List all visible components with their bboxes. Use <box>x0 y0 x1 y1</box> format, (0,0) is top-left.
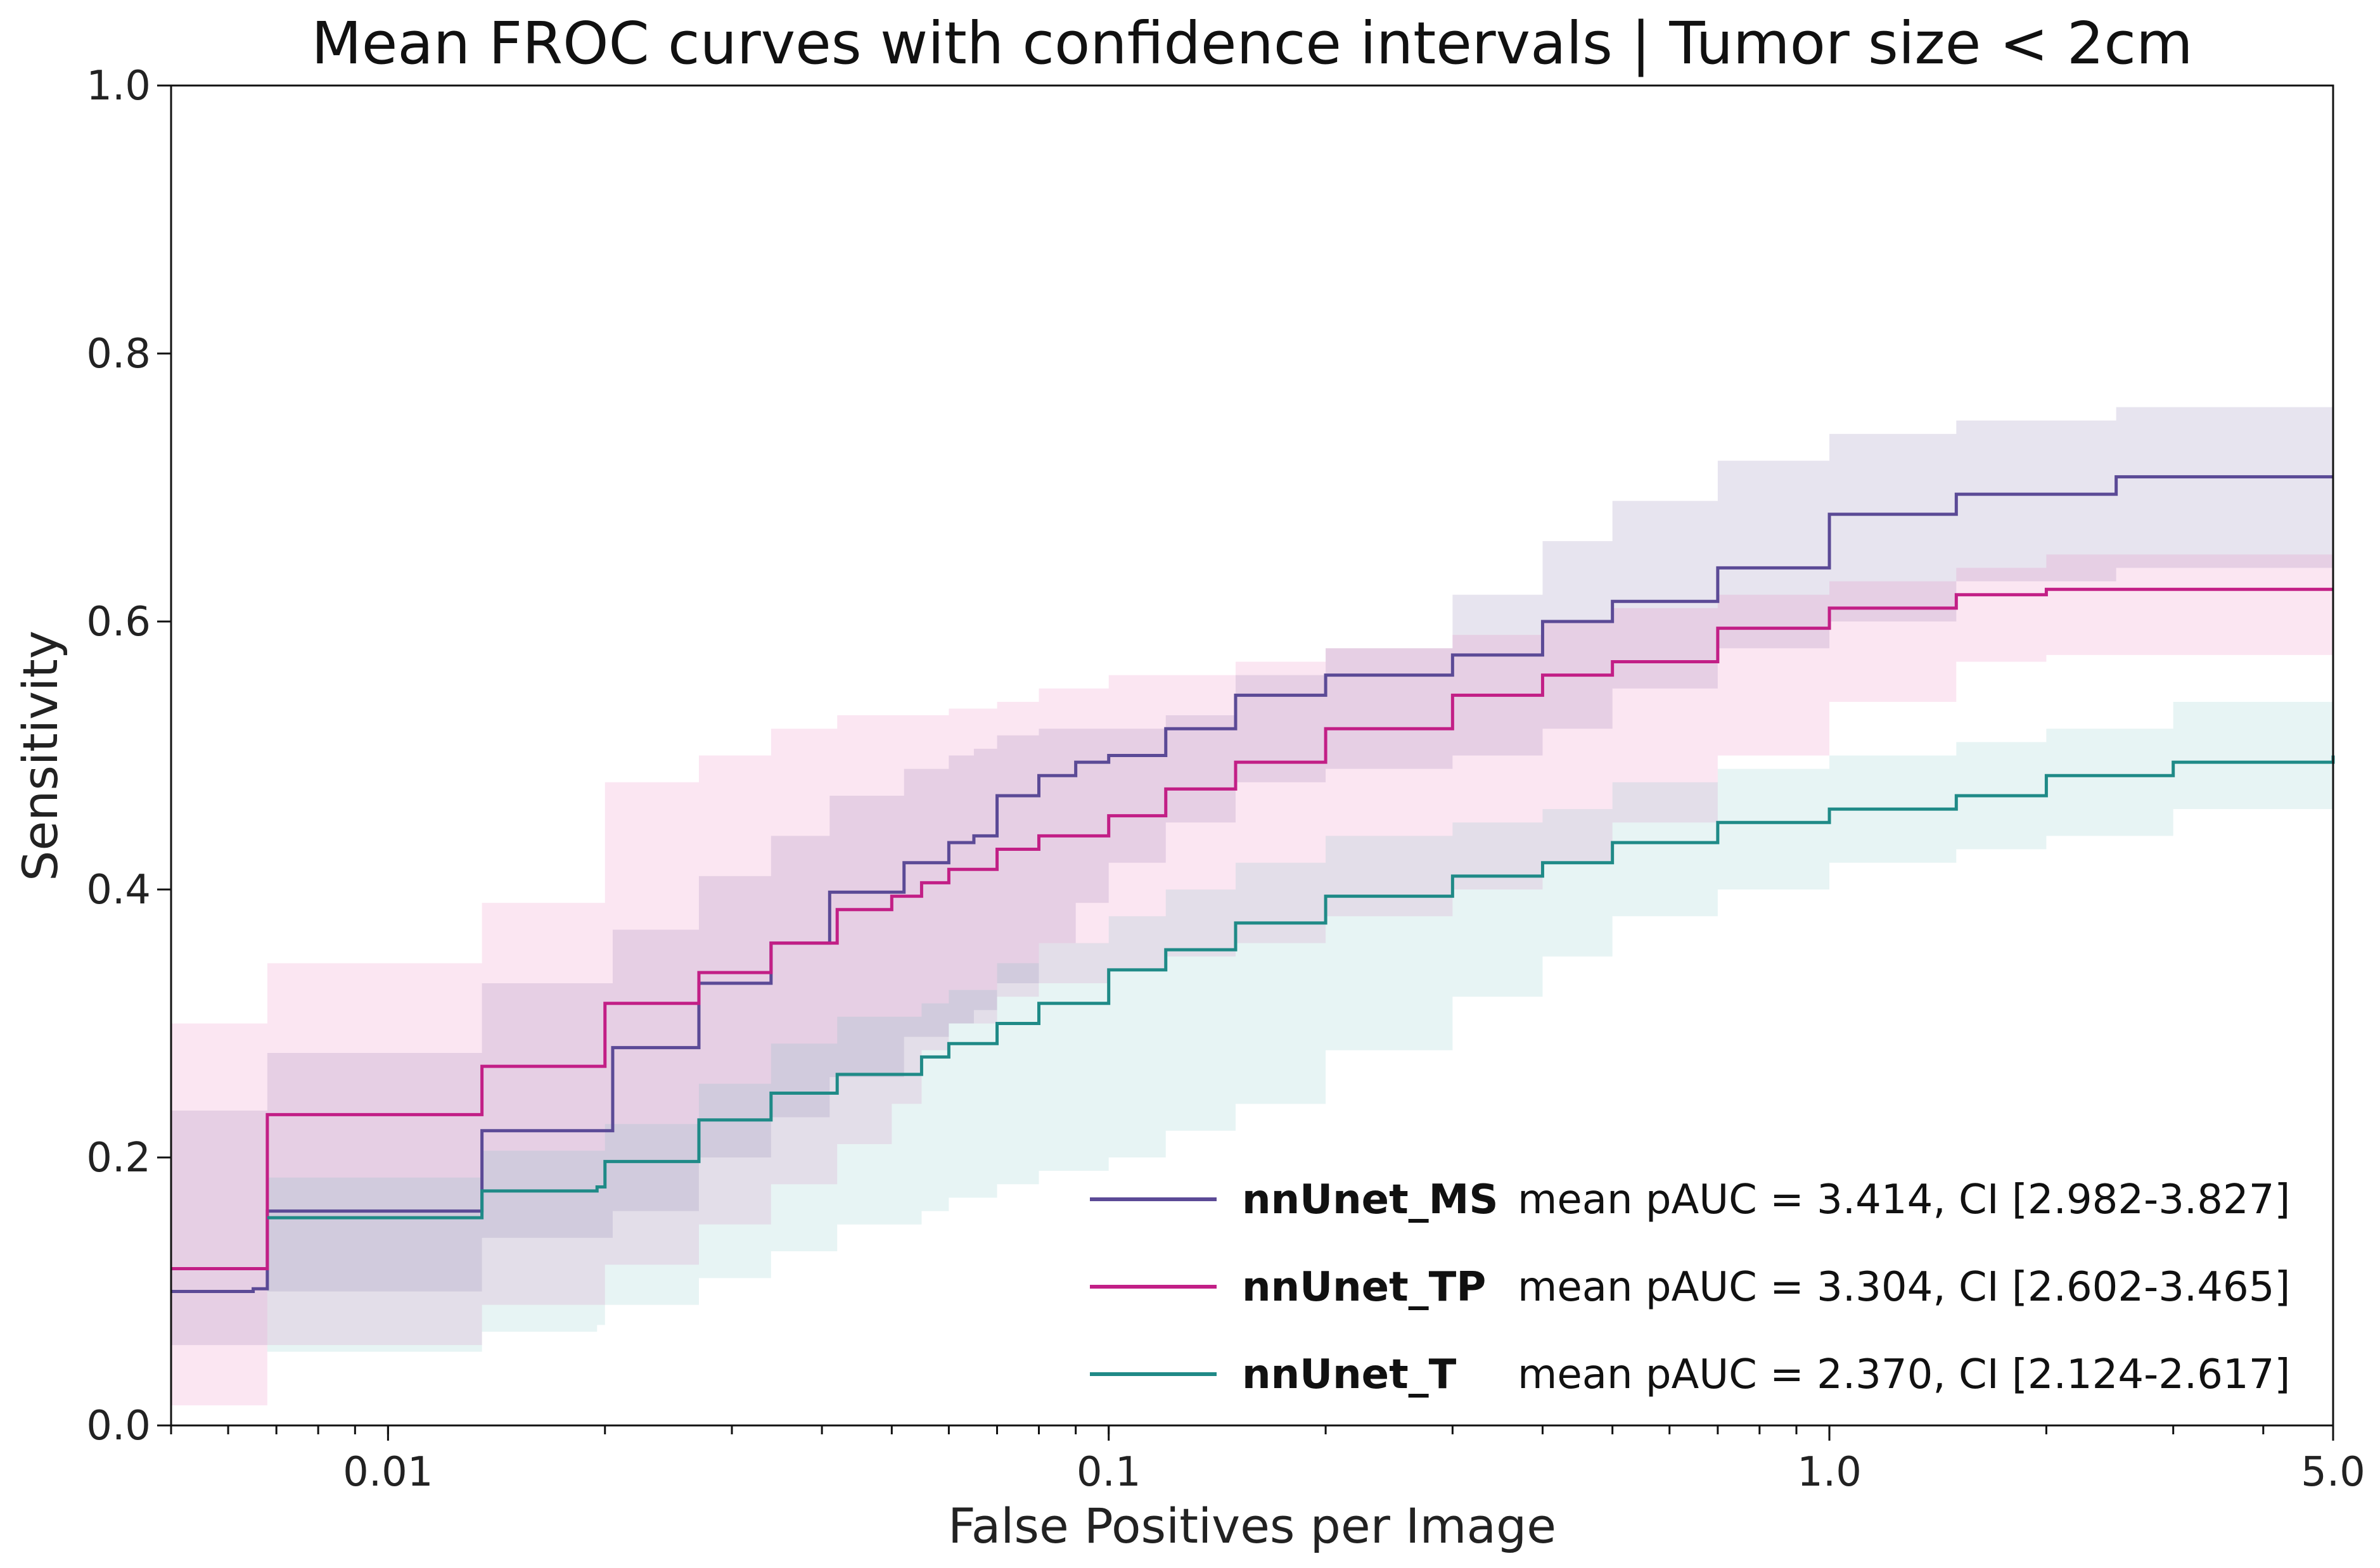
y-tick-label: 1.0 <box>86 63 151 110</box>
x-tick-label: 0.1 <box>1077 1449 1141 1496</box>
legend-name-nnunet-ms: nnUnet_MS <box>1242 1176 1498 1223</box>
legend-stats-nnunet-ms: mean pAUC = 3.414, CI [2.982-3.827] <box>1518 1176 2290 1223</box>
plot-frame <box>170 84 2334 1427</box>
series-line-nnunet-ms <box>171 475 2333 1293</box>
y-tick-label: 0.6 <box>86 599 151 646</box>
y-axis-label: Sensitivity <box>12 630 68 881</box>
y-tick-label: 0.2 <box>86 1135 151 1182</box>
chart-title: Mean FROC curves with confidence interva… <box>311 10 2192 77</box>
legend: nnUnet_MS mean pAUC = 3.414, CI [2.982-3.… <box>1090 1176 2290 1398</box>
y-tick-label: 0.4 <box>86 867 151 914</box>
series-line-nnunet-t <box>267 755 2335 1220</box>
series-line-nnunet-tp <box>171 587 2333 1271</box>
legend-name-nnunet-t: nnUnet_T <box>1242 1351 1457 1398</box>
x-tick-label: 0.01 <box>343 1449 433 1496</box>
x-axis-ticks: 0.01 0.1 1.0 5.0 <box>170 1425 2365 1496</box>
legend-stats-nnunet-t: mean pAUC = 2.370, CI [2.124-2.617] <box>1518 1351 2290 1398</box>
legend-stats-nnunet-tp: mean pAUC = 3.304, CI [2.602-3.465] <box>1518 1264 2290 1311</box>
legend-name-nnunet-tp: nnUnet_TP <box>1242 1264 1486 1311</box>
x-tick-label: 5.0 <box>2301 1449 2365 1496</box>
ci-band-nnunet-tp <box>171 554 2333 1406</box>
y-axis-ticks: 0.0 0.2 0.4 0.6 0.8 1.0 <box>86 63 171 1450</box>
y-tick-label: 0.0 <box>86 1403 151 1450</box>
series-lines <box>171 475 2335 1293</box>
x-tick-label: 1.0 <box>1797 1449 1862 1496</box>
x-axis-label: False Positives per Image <box>948 1498 1556 1554</box>
y-tick-label: 0.8 <box>86 331 151 378</box>
ci-band-nnunet-t <box>267 675 2334 1352</box>
ci-band-nnunet-ms <box>171 386 2333 1346</box>
confidence-bands <box>171 386 2334 1406</box>
